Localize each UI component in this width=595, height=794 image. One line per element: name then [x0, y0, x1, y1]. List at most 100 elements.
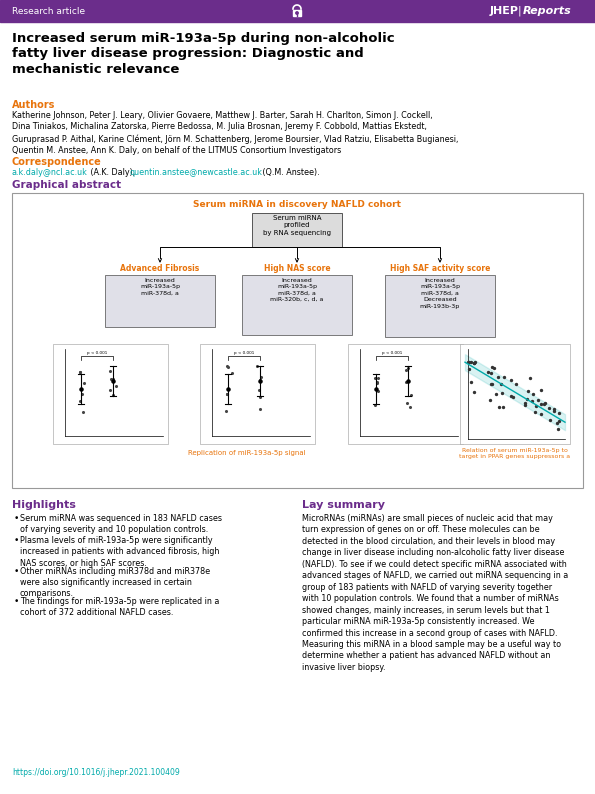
Text: Other miRNAs including miR378d and miR378e
were also significantly increased in : Other miRNAs including miR378d and miR37…	[20, 566, 210, 599]
Point	[108, 388, 118, 401]
Point	[506, 389, 515, 402]
Point	[77, 387, 87, 400]
Point	[76, 365, 85, 378]
Point	[487, 360, 497, 373]
Text: Lay summary: Lay summary	[302, 500, 385, 510]
Point	[401, 364, 411, 376]
Point	[534, 394, 543, 407]
Point	[105, 384, 115, 396]
Point	[222, 387, 231, 400]
Text: Replication of miR-193a-5p signal: Replication of miR-193a-5p signal	[188, 450, 306, 456]
Bar	[105, 275, 215, 327]
Point	[373, 385, 383, 398]
Point	[373, 372, 383, 384]
Point	[520, 399, 530, 411]
Point	[552, 417, 562, 430]
Text: Research article: Research article	[12, 6, 85, 16]
Text: Katherine Johnson, Peter J. Leary, Olivier Govaere, Matthew J. Barter, Sarah H. : Katherine Johnson, Peter J. Leary, Olivi…	[12, 111, 458, 155]
Point	[498, 401, 508, 414]
Text: Relation of serum miR-193a-5p to
target in PPAR genes suppressors a: Relation of serum miR-193a-5p to target …	[459, 448, 571, 459]
Point	[521, 397, 530, 410]
Point	[550, 403, 559, 416]
Point	[511, 377, 521, 390]
Point	[471, 357, 480, 369]
Point	[464, 356, 474, 368]
Bar	[252, 213, 342, 247]
Text: p < 0.001: p < 0.001	[382, 351, 402, 355]
Point	[550, 404, 559, 417]
Text: Plasma levels of miR-193a-5p were significantly
increased in patients with advan: Plasma levels of miR-193a-5p were signif…	[20, 536, 220, 568]
Point	[464, 362, 474, 375]
Point	[525, 372, 534, 384]
Text: https://doi.org/10.1016/j.jhepr.2021.100409: https://doi.org/10.1016/j.jhepr.2021.100…	[12, 768, 180, 777]
Point	[528, 387, 538, 400]
Circle shape	[296, 12, 298, 14]
Point	[402, 396, 412, 409]
Point	[370, 399, 380, 412]
Point	[484, 366, 493, 379]
Point	[489, 362, 499, 375]
Point	[464, 355, 473, 368]
Bar	[385, 275, 495, 337]
Point	[371, 372, 380, 384]
Point	[255, 375, 265, 387]
Text: p < 0.001: p < 0.001	[234, 351, 254, 355]
Text: Reports: Reports	[523, 6, 572, 16]
Bar	[293, 10, 301, 16]
Text: Increased
miR-193a-5p
miR-378d, a
Decreased
miR-193b-3p: Increased miR-193a-5p miR-378d, a Decrea…	[420, 278, 460, 309]
Point	[223, 360, 232, 372]
Point	[111, 380, 121, 392]
Bar	[12, 193, 583, 488]
Point	[553, 422, 563, 435]
Text: Increased serum miR-193a-5p during non-alcoholic
fatty liver disease progression: Increased serum miR-193a-5p during non-a…	[12, 32, 394, 76]
Text: Serum miRNA in discovery NAFLD cohort: Serum miRNA in discovery NAFLD cohort	[193, 200, 401, 209]
Point	[466, 356, 476, 368]
Text: Authors: Authors	[12, 100, 55, 110]
Point	[544, 402, 553, 414]
Text: •: •	[14, 597, 20, 606]
Text: •: •	[14, 536, 20, 545]
Text: p < 0.001: p < 0.001	[87, 351, 107, 355]
Bar	[348, 344, 463, 444]
Point	[491, 388, 501, 401]
Text: (A.K. Daly),: (A.K. Daly),	[88, 168, 140, 177]
Point	[540, 397, 549, 410]
Point	[253, 360, 262, 372]
Point	[469, 386, 479, 399]
Point	[256, 403, 265, 416]
Point	[403, 361, 412, 374]
Point	[497, 387, 506, 399]
Point	[255, 384, 264, 396]
Point	[494, 401, 503, 414]
Point	[405, 401, 414, 414]
Point	[536, 407, 546, 420]
Text: JHEP: JHEP	[490, 6, 519, 16]
Point	[78, 405, 87, 418]
Point	[527, 395, 537, 407]
Point	[221, 405, 231, 418]
Point	[555, 415, 564, 428]
Point	[522, 392, 532, 405]
Text: High NAS score: High NAS score	[264, 264, 330, 273]
Text: The findings for miR-193a-5p were replicated in a
cohort of 372 additional NAFLD: The findings for miR-193a-5p were replic…	[20, 597, 220, 618]
Point	[223, 361, 233, 374]
Point	[469, 357, 478, 370]
Point	[499, 370, 508, 383]
Bar	[242, 275, 352, 335]
Text: Increased
miR-193a-5p
miR-378d, a
miR-320b, c, d, a: Increased miR-193a-5p miR-378d, a miR-32…	[270, 278, 324, 303]
Point	[107, 373, 116, 386]
Point	[508, 390, 518, 403]
Point	[372, 377, 381, 390]
Text: High SAF activity score: High SAF activity score	[390, 264, 490, 273]
Point	[108, 372, 117, 385]
Point	[105, 364, 115, 377]
Point	[493, 371, 503, 384]
Point	[76, 365, 85, 378]
Point	[554, 407, 563, 419]
Bar	[0, 0, 595, 22]
Point	[222, 388, 231, 401]
Point	[536, 398, 546, 410]
Point	[541, 397, 550, 410]
Text: Serum miRNA
profiled
by RNA sequencing: Serum miRNA profiled by RNA sequencing	[263, 215, 331, 236]
Point	[531, 399, 541, 412]
